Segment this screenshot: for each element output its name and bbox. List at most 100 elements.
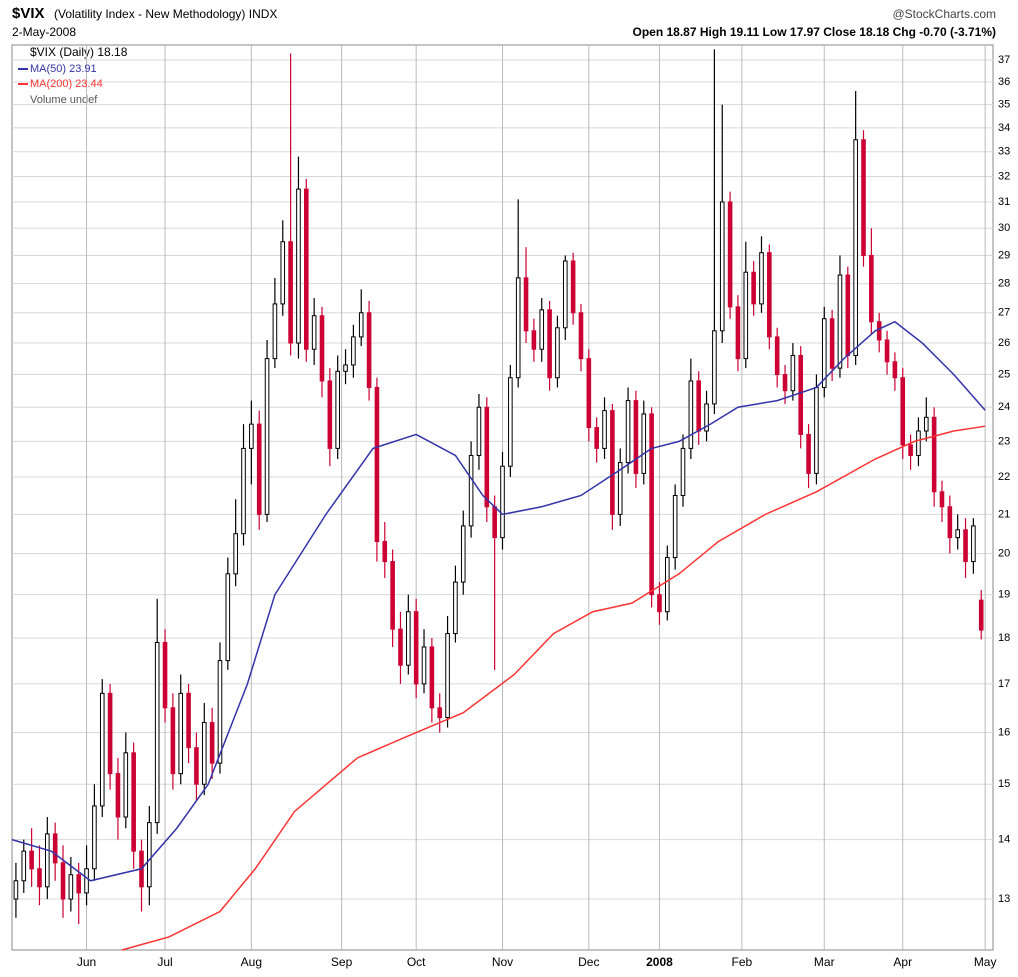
candle-body (390, 561, 395, 630)
candle-body (586, 358, 592, 429)
candle-body (759, 252, 764, 305)
y-tick-label: 16 (998, 726, 1010, 738)
candle-body (272, 303, 278, 360)
candle-body (500, 465, 505, 539)
candle-body (931, 416, 937, 493)
candle-body (162, 641, 168, 709)
candle-body (241, 447, 246, 535)
candle-body (437, 707, 443, 719)
x-tick-label: Jun (77, 955, 96, 969)
y-tick-label: 18 (998, 632, 1010, 644)
candle-body (209, 722, 215, 764)
candle-body (225, 573, 231, 662)
candle-body (955, 529, 960, 539)
y-tick-label: 14 (998, 834, 1010, 846)
candle-body (413, 611, 419, 685)
candle-body (657, 594, 662, 613)
candle-body (115, 773, 121, 818)
candle-body (610, 410, 615, 515)
candle-body (374, 386, 380, 543)
y-tick-label: 28 (998, 278, 1010, 290)
candle-body (845, 274, 851, 356)
candle-body (806, 433, 811, 474)
candle-body (194, 747, 199, 785)
candle-body (688, 380, 694, 449)
candle-body (178, 692, 184, 775)
candle-body (351, 336, 356, 366)
chart-title: $VIX (12, 5, 45, 22)
candle-body (719, 201, 725, 332)
y-tick-label: 27 (998, 307, 1010, 319)
candle-body (147, 822, 152, 888)
candle-body (186, 692, 191, 749)
y-tick-label: 15 (998, 778, 1010, 790)
candle-body (641, 413, 647, 474)
candle-body (45, 833, 50, 888)
candle-body (971, 525, 976, 563)
y-tick-label: 30 (998, 222, 1010, 234)
candle-body (531, 330, 537, 350)
candle-body (602, 410, 607, 449)
legend-label: MA(200) 23.44 (30, 78, 103, 90)
candle-body (594, 427, 599, 449)
y-tick-label: 29 (998, 249, 1010, 261)
candle-body (782, 374, 788, 392)
candle-body (704, 403, 709, 432)
candle-body (304, 188, 309, 350)
candle-body (767, 252, 772, 338)
candle-body (107, 692, 113, 775)
y-tick-label: 26 (998, 337, 1010, 349)
candle-body (829, 318, 835, 369)
candle-body (884, 339, 890, 363)
candle-body (170, 707, 176, 775)
candle-body (712, 330, 717, 405)
candle-body (319, 315, 325, 382)
candle-body (821, 318, 827, 388)
candle-body (515, 277, 521, 379)
x-tick-label: Apr (893, 955, 912, 969)
candle-body (665, 557, 670, 613)
candle-body (343, 364, 348, 372)
source: @StockCharts.com (892, 7, 996, 21)
candle-body (288, 241, 293, 344)
candle-body (578, 312, 584, 360)
candle-body (468, 454, 474, 527)
y-tick-label: 25 (998, 368, 1010, 380)
candle-body (876, 321, 882, 341)
y-tick-label: 13 (998, 893, 1010, 905)
y-tick-label: 22 (998, 471, 1010, 483)
candle-body (154, 641, 160, 824)
candle-body (311, 315, 317, 350)
candle-body (617, 462, 623, 515)
x-tick-label: Sep (331, 955, 353, 969)
y-tick-label: 21 (998, 508, 1010, 520)
candle-body (508, 377, 513, 467)
candle-body (751, 271, 756, 305)
candle-body (939, 491, 945, 508)
quote: Open 18.87 High 19.11 Low 17.97 Close 18… (633, 25, 997, 39)
candle-body (29, 850, 34, 870)
y-tick-label: 36 (998, 76, 1010, 88)
candle-body (445, 633, 450, 719)
candle-body (672, 494, 678, 559)
candle-body (398, 628, 403, 666)
candle-body (68, 874, 74, 900)
y-tick-label: 31 (998, 196, 1010, 208)
x-tick-label: Mar (814, 955, 835, 969)
candle-body (382, 541, 388, 563)
legend-price: $VIX (Daily) 18.18 (30, 45, 128, 59)
candle-body (963, 529, 968, 563)
y-tick-label: 37 (998, 54, 1010, 66)
candle-body (264, 358, 270, 515)
candle-body (60, 862, 66, 900)
candle-body (92, 805, 97, 870)
candle-body (13, 880, 19, 900)
y-tick-label: 34 (998, 122, 1010, 134)
candle-body (649, 413, 654, 596)
candle-body (900, 377, 906, 446)
x-tick-label: Oct (407, 955, 426, 969)
y-tick-label: 24 (998, 401, 1010, 413)
candle-body (696, 380, 702, 432)
